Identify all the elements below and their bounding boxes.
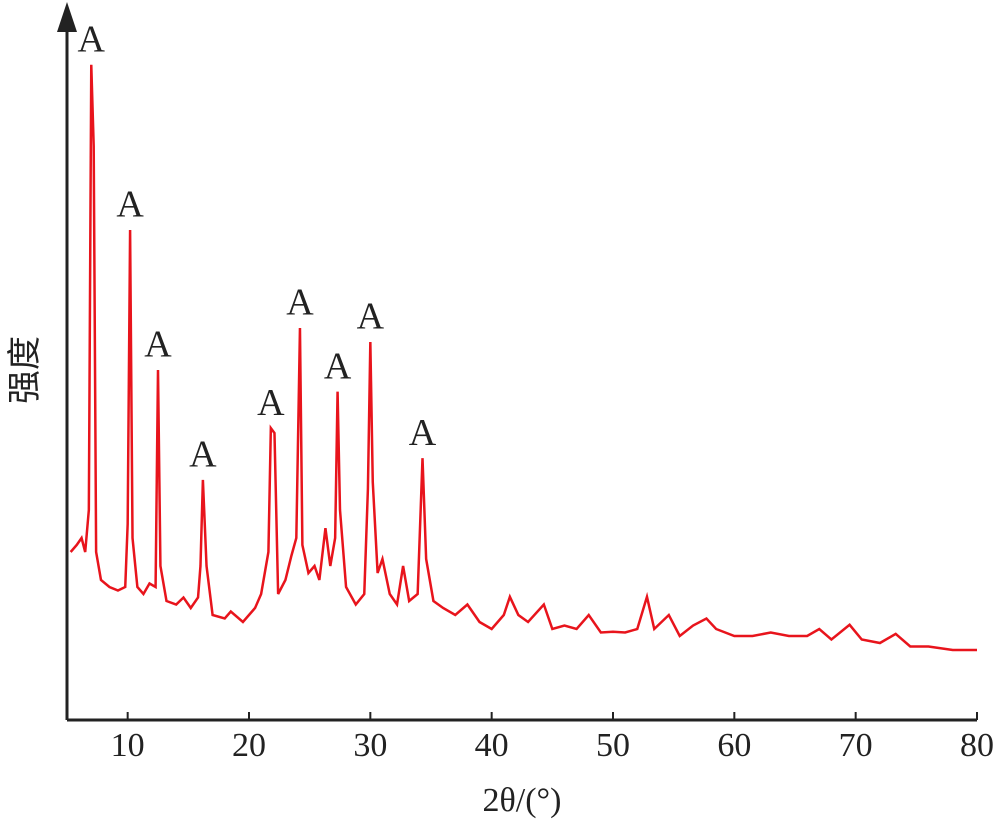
y-axis-arrow xyxy=(57,2,77,32)
peak-annotation: A xyxy=(78,19,106,61)
x-tick-label: 80 xyxy=(960,727,994,764)
x-tick-label: 30 xyxy=(353,727,387,764)
peak-annotation: A xyxy=(409,412,437,454)
peak-annotation: A xyxy=(286,282,314,324)
x-tick-label: 10 xyxy=(111,727,145,764)
y-axis-label: 强度 xyxy=(6,336,44,404)
x-tick-label: 20 xyxy=(232,727,266,764)
x-tick-label: 50 xyxy=(596,727,630,764)
x-tick-label: 70 xyxy=(839,727,873,764)
x-axis-label: 2θ/(°) xyxy=(483,782,562,819)
peak-annotation: A xyxy=(357,296,385,338)
peak-annotation: A xyxy=(189,434,217,476)
peak-annotation: A xyxy=(257,382,285,424)
peak-annotation: A xyxy=(324,345,352,387)
x-tick-label: 40 xyxy=(475,727,509,764)
xrd-line xyxy=(69,64,977,652)
x-tick-label: 60 xyxy=(717,727,751,764)
peak-annotation: A xyxy=(116,184,144,226)
peak-annotation: A xyxy=(144,324,172,366)
